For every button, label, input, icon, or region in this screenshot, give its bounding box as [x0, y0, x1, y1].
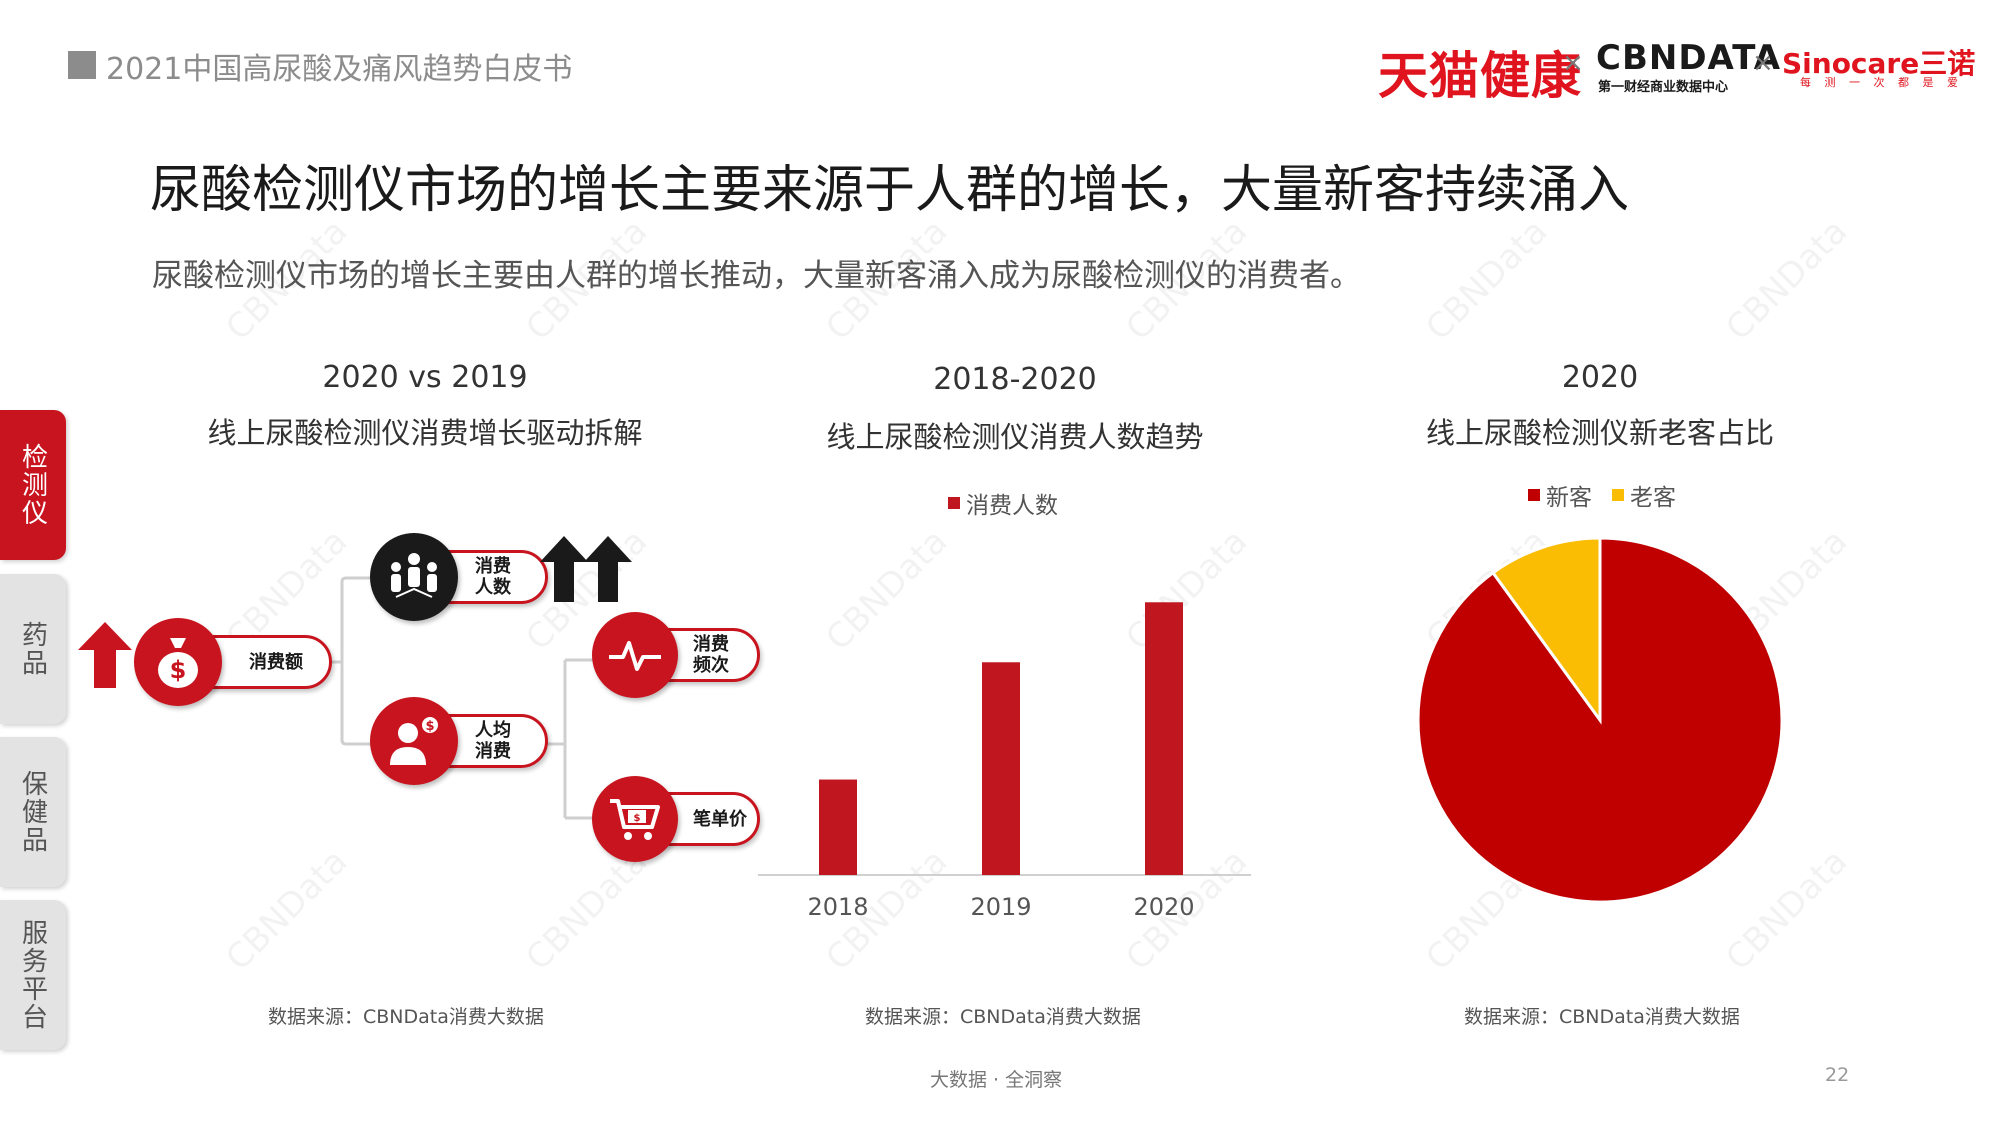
- footer-tagline: 大数据 · 全洞察: [930, 1069, 1063, 1091]
- increase-arrow-icon: [78, 622, 132, 688]
- bar-2018: [819, 779, 857, 875]
- legend-swatch-buyers: [948, 497, 960, 509]
- logo-separator: ×: [1562, 48, 1584, 78]
- tmall-health-logo: 天猫健康: [1378, 47, 1582, 105]
- svg-text:$: $: [425, 719, 434, 734]
- nav-tab-service-platform[interactable]: 服务平台: [0, 900, 66, 1050]
- people-group-icon: [370, 533, 458, 621]
- buyers-bar-chart: 2018 2019 2020: [758, 602, 1251, 921]
- node-label-freq-1: 消费: [693, 634, 729, 655]
- node-label-avg-2: 消费: [475, 741, 511, 762]
- shopping-cart-icon: $: [592, 776, 678, 862]
- person-money-icon: $: [370, 697, 458, 785]
- legend-label-new: 新客: [1546, 485, 1592, 511]
- x-tick-label-2020: 2020: [1133, 893, 1194, 921]
- cbndata-logo: CBNDATA: [1596, 38, 1782, 78]
- bar-chart-legend: 消费人数: [948, 486, 1058, 520]
- watermark: CBNData: [218, 841, 356, 979]
- pulse-icon: [592, 612, 678, 698]
- section1-heading-period: 2020 vs 2019: [322, 360, 528, 395]
- report-title: 2021中国高尿酸及痛风趋势白皮书: [106, 52, 573, 87]
- svg-text:$: $: [170, 656, 187, 684]
- section2-heading: 线上尿酸检测仪消费人数趋势: [826, 420, 1204, 454]
- node-label-buyers-2: 人数: [475, 577, 511, 598]
- new-vs-returning-pie-chart: [1416, 536, 1784, 904]
- person-money-icon-graphic: $: [390, 715, 440, 765]
- driver-tree-connectors: [330, 576, 372, 746]
- pie-slice-returning: [1490, 536, 1602, 725]
- page-title: 尿酸检测仪市场的增长主要来源于人群的增长，大量新客持续涌入: [150, 161, 1630, 220]
- section1-heading: 线上尿酸检测仪消费增长驱动拆解: [207, 416, 643, 450]
- legend-swatch-returning: [1612, 489, 1624, 501]
- section2-source: 数据来源：CBNData消费大数据: [865, 1006, 1141, 1028]
- header-marker: [68, 51, 96, 79]
- pulse-icon-graphic: [609, 641, 661, 671]
- money-bag-icon-graphic: $: [158, 638, 198, 688]
- legend-swatch-new: [1528, 489, 1540, 501]
- node-label-avg-1: 人均: [475, 720, 511, 741]
- shopping-cart-icon-graphic: $: [610, 799, 660, 840]
- pie-chart-legend: 新客 老客: [1528, 478, 1676, 512]
- page-subtitle: 尿酸检测仪市场的增长主要由人群的增长推动，大量新客涌入成为尿酸检测仪的消费者。: [152, 258, 1361, 294]
- section3-heading-period: 2020: [1561, 360, 1639, 395]
- logo-separator: ×: [1752, 48, 1774, 78]
- watermark: CBNData: [1718, 211, 1856, 349]
- x-tick-label-2019: 2019: [970, 893, 1031, 921]
- nav-tab-detector[interactable]: 检测仪: [0, 410, 66, 560]
- watermark: CBNData: [518, 841, 656, 979]
- driver-tree-connectors-right: [545, 658, 595, 820]
- node-label-buyers-1: 消费: [475, 556, 511, 577]
- page-number: 22: [1825, 1064, 1850, 1086]
- people-group-icon-graphic: [391, 553, 437, 598]
- sinocare-logo: Sinocare三诺: [1782, 47, 1976, 80]
- strong-increase-arrows-icon: [540, 536, 632, 602]
- node-label-spend: 消费额: [249, 651, 303, 673]
- bar-2020: [1145, 602, 1183, 875]
- cbndata-logo-subtitle: 第一财经商业数据中心: [1598, 80, 1729, 95]
- section1-source: 数据来源：CBNData消费大数据: [268, 1006, 544, 1028]
- legend-label-buyers: 消费人数: [966, 493, 1058, 519]
- nav-tab-medicine[interactable]: 药品: [0, 574, 66, 724]
- node-label-freq-2: 频次: [693, 655, 729, 676]
- nav-tab-supplements[interactable]: 保健品: [0, 737, 66, 887]
- bar-2019: [982, 662, 1020, 875]
- legend-label-returning: 老客: [1630, 485, 1676, 511]
- watermark: CBNData: [1418, 211, 1556, 349]
- svg-text:$: $: [634, 813, 641, 824]
- section3-source: 数据来源：CBNData消费大数据: [1464, 1006, 1740, 1028]
- money-bag-icon: $: [134, 618, 222, 706]
- node-label-unit-price: 笔单价: [693, 808, 747, 830]
- sinocare-logo-slogan: 每 测 一 次 都 是 爱: [1800, 76, 1963, 89]
- section3-heading: 线上尿酸检测仪新老客占比: [1425, 416, 1774, 450]
- x-tick-label-2018: 2018: [807, 893, 868, 921]
- section2-heading-period: 2018-2020: [933, 362, 1097, 397]
